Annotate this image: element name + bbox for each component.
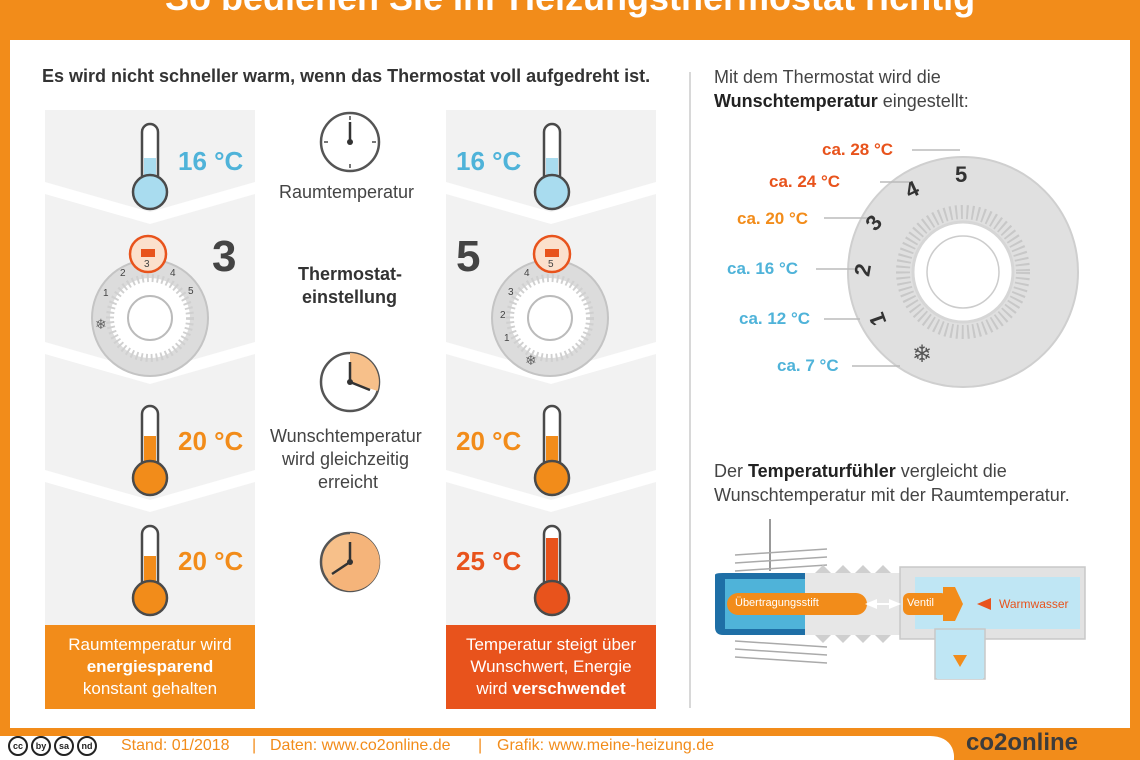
label-warmwasser: Warmwasser	[999, 597, 1069, 611]
page-title: So bedienen Sie Ihr Heizungsthermostat r…	[0, 0, 1140, 18]
right-caption-plain: wird	[476, 679, 513, 698]
right-dial-num-5: 5	[548, 259, 554, 270]
right-temp-start: 16 °C	[456, 146, 522, 176]
thermostat-label-line1: Thermostat-	[298, 264, 403, 284]
left-dial-num-2: 2	[120, 268, 126, 279]
left-temp-mid: 20 °C	[178, 426, 244, 456]
right-caption-bold: verschwendet	[512, 679, 626, 698]
wunsch-label-line1: Wunschtemperatur	[270, 426, 422, 446]
wunsch-label-line3: erreicht	[318, 472, 379, 492]
right-dial-num-2: 2	[500, 310, 506, 321]
footer-sep-1: |	[252, 737, 257, 754]
footer-grafik: Grafik: www.meine-heizung.de	[497, 737, 714, 754]
wunsch-label-line2: wird gleichzeitig	[282, 449, 410, 469]
dial-intro-line2: Wunschtemperatur eingestellt:	[714, 91, 969, 112]
sensor-text-line1: Der Temperaturfühler vergleicht die	[714, 461, 1007, 482]
right-caption-line3: wird verschwendet	[446, 678, 656, 700]
label-ventil: Ventil	[907, 597, 934, 609]
thermometer-icon	[533, 524, 571, 617]
sa-icon: sa	[54, 736, 74, 756]
snowflake-icon: ❄	[525, 352, 537, 368]
right-caption-box	[446, 625, 656, 709]
right-dial-num-1: 1	[504, 333, 510, 344]
legend-label-16: ca. 16 °C	[727, 259, 799, 278]
left-caption-line3: konstant gehalten	[82, 679, 218, 698]
right-temp-end: 25 °C	[456, 546, 522, 576]
legend-label-7: ca. 7 °C	[777, 356, 839, 375]
label-uebertragungsstift: Übertragungsstift	[735, 597, 819, 609]
snowflake-icon: ❄	[912, 341, 933, 368]
license-icons: cc by sa nd	[8, 736, 97, 756]
dial-intro-plain: eingestellt:	[877, 91, 969, 111]
legend-label-12: ca. 12 °C	[739, 309, 811, 328]
thermometer-icon	[533, 122, 571, 211]
left-caption-line1: Raumtemperatur wird	[68, 635, 232, 654]
legend-label-28: ca. 28 °C	[822, 140, 894, 159]
large-thermostat-dial	[816, 149, 1079, 388]
snowflake-icon: ❄	[95, 316, 107, 332]
legend-label-24: ca. 24 °C	[769, 172, 841, 191]
sensor-text-rest: vergleicht die	[895, 461, 1007, 481]
left-temp-start: 16 °C	[178, 146, 244, 176]
footer-daten: Daten: www.co2online.de	[270, 737, 451, 754]
sensor-text-line2: Wunschtemperatur mit der Raumtemperatur.	[714, 485, 1070, 505]
headline: Es wird nicht schneller warm, wenn das T…	[42, 66, 651, 86]
thermometer-icon	[131, 524, 169, 617]
right-caption-line2: Wunschwert, Energie	[470, 657, 632, 676]
left-dial-num-3: 3	[144, 259, 150, 270]
by-icon: by	[31, 736, 51, 756]
legend-label-20: ca. 20 °C	[737, 209, 809, 228]
left-temp-end: 20 °C	[178, 546, 244, 576]
right-thermostat-dial	[491, 234, 609, 377]
footer-stand: Stand: 01/2018	[121, 737, 230, 754]
dial-number-5: 5	[955, 162, 968, 187]
thermometer-icon	[131, 122, 169, 211]
left-caption: Raumtemperatur wird energiesparend konst…	[45, 634, 255, 700]
left-dial-num-1: 1	[103, 288, 109, 299]
left-caption-box	[45, 625, 255, 709]
right-caption-line1: Temperatur steigt über	[465, 635, 637, 654]
clock-icon	[319, 351, 381, 413]
right-dial-num-3: 3	[508, 287, 514, 298]
left-dial-num-5: 5	[188, 286, 194, 297]
nd-icon: nd	[77, 736, 97, 756]
right-setting: 5	[456, 232, 481, 281]
thermostat-label-line2: einstellung	[302, 287, 398, 307]
footer-sep-2: |	[478, 737, 483, 754]
thermometer-icon	[131, 404, 169, 497]
thermometer-icon	[533, 404, 571, 497]
raumtemperatur-label: Raumtemperatur	[279, 182, 415, 202]
left-setting: 3	[212, 232, 237, 281]
footer-logo: co2online	[966, 729, 1079, 756]
sensor-text-plain: Der	[714, 461, 749, 481]
right-caption: Temperatur steigt über Wunschwert, Energ…	[446, 634, 656, 700]
left-dial-num-4: 4	[170, 268, 176, 279]
right-dial-num-4: 4	[524, 268, 530, 279]
sensor-text-bold: Temperaturfühler	[748, 461, 896, 481]
dial-intro-bold: Wunschtemperatur	[714, 91, 878, 111]
clock-icon	[319, 531, 381, 593]
right-temp-mid: 20 °C	[456, 426, 522, 456]
valve-diagram	[715, 519, 1086, 680]
dial-intro-line1: Mit dem Thermostat wird die	[714, 67, 941, 87]
cc-icon: cc	[8, 736, 28, 756]
left-caption-bold: energiesparend	[86, 657, 214, 676]
left-thermostat-dial	[91, 234, 209, 377]
clock-icon	[319, 111, 381, 173]
